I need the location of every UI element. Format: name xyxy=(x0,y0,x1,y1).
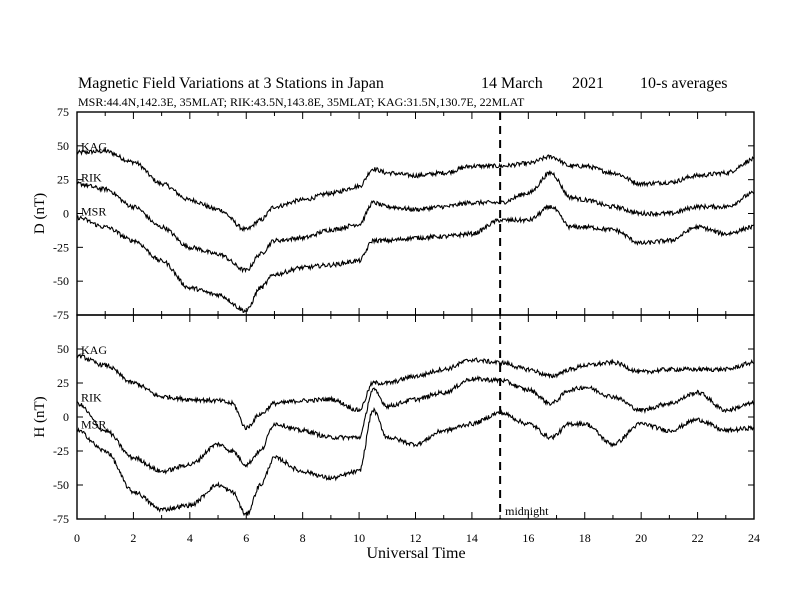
series-line-rik xyxy=(76,169,755,274)
series-label-rik: RIK xyxy=(81,171,102,185)
series-line-rik xyxy=(76,375,755,475)
x-tick-label: 14 xyxy=(466,531,478,545)
midnight-label: midnight xyxy=(505,504,549,518)
y-tick-label: -75 xyxy=(53,308,69,322)
y-tick-label: 0 xyxy=(63,410,69,424)
x-tick-label: 8 xyxy=(300,531,306,545)
y-axis-label: D (nT) xyxy=(32,193,48,234)
x-tick-label: 10 xyxy=(353,531,365,545)
x-tick-label: 20 xyxy=(635,531,647,545)
y-tick-label: -25 xyxy=(53,444,69,458)
series-label-kag: KAG xyxy=(81,140,107,154)
chart-title: Magnetic Field Variations at 3 Stations … xyxy=(78,75,384,92)
series-label-rik: RIK xyxy=(81,390,102,404)
chart-subtitle: MSR:44.4N,142.3E, 35MLAT; RIK:43.5N,143.… xyxy=(78,95,525,109)
series-line-kag xyxy=(76,147,755,233)
y-tick-label: 50 xyxy=(57,342,69,356)
chart-date: 14 March xyxy=(481,75,543,92)
x-tick-label: 6 xyxy=(243,531,249,545)
y-tick-label: 25 xyxy=(57,376,69,390)
x-tick-label: 18 xyxy=(579,531,591,545)
y-tick-label: 0 xyxy=(63,207,69,221)
x-tick-label: 22 xyxy=(692,531,704,545)
y-axis-label: H (nT) xyxy=(32,396,48,437)
x-tick-label: 0 xyxy=(74,531,80,545)
x-tick-label: 24 xyxy=(748,531,760,545)
series-line-kag xyxy=(76,353,755,431)
panel-frame-1 xyxy=(76,314,755,520)
y-tick-label: -50 xyxy=(53,478,69,492)
series-label-msr: MSR xyxy=(81,418,106,432)
x-tick-label: 4 xyxy=(187,531,193,545)
x-tick-label: 16 xyxy=(522,531,534,545)
y-tick-label: -75 xyxy=(53,512,69,526)
y-tick-label: -25 xyxy=(53,240,69,254)
y-tick-label: 50 xyxy=(57,139,69,153)
x-tick-label: 2 xyxy=(130,531,136,545)
chart-averaging: 10-s averages xyxy=(640,75,728,92)
y-tick-label: -50 xyxy=(53,274,69,288)
series-line-msr xyxy=(76,204,755,314)
y-tick-label: 25 xyxy=(57,173,69,187)
series-label-msr: MSR xyxy=(81,205,106,219)
x-axis-label: Universal Time xyxy=(366,545,465,562)
x-tick-label: 12 xyxy=(410,531,422,545)
y-tick-label: 75 xyxy=(57,105,69,119)
chart-year: 2021 xyxy=(572,75,604,92)
series-label-kag: KAG xyxy=(81,343,107,357)
series-line-msr xyxy=(76,406,755,517)
